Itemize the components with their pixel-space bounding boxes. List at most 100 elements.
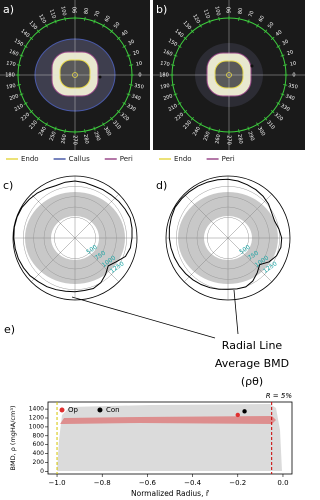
legend-label: Endo <box>21 155 39 163</box>
angle-tick <box>264 29 268 34</box>
angle-label: 170 <box>6 60 16 68</box>
angle-label: 230 <box>28 120 39 131</box>
angle-label: 270 <box>226 135 232 145</box>
y-axis-title: BMD, ρ (mgHA/cm³) <box>9 406 17 471</box>
angle-label: 210 <box>13 103 24 113</box>
angle-label: 130 <box>27 20 38 31</box>
angle-label: 120 <box>191 13 201 24</box>
angle-tick <box>129 64 134 66</box>
angle-label: 220 <box>174 112 185 123</box>
angle-tick <box>183 110 188 114</box>
angle-label: 260 <box>60 134 68 144</box>
y-tick-label: 200 <box>33 459 45 466</box>
angle-tick <box>29 36 34 40</box>
angle-label: 90 <box>73 7 79 13</box>
angle-label: 80 <box>237 7 244 14</box>
angle-label: 340 <box>284 93 295 102</box>
annotation: Average BMD <box>215 357 289 370</box>
angle-tick <box>170 84 175 86</box>
angle-tick <box>122 45 127 48</box>
legend-label: Op <box>68 406 79 414</box>
angle-tick <box>84 16 86 21</box>
angle-tick <box>199 122 202 127</box>
angle-tick <box>270 36 275 40</box>
angle-tick <box>64 16 66 21</box>
bmd-profile <box>13 180 133 293</box>
x-tick-label: −0.6 <box>139 479 157 487</box>
radial-grid <box>186 196 270 280</box>
angle-label: 110 <box>48 9 57 20</box>
angle-label: 10 <box>135 61 142 68</box>
angle-label: 70 <box>248 10 256 18</box>
angle-tick <box>256 122 259 127</box>
angle-label: 250 <box>49 131 58 142</box>
ct-image-a <box>0 0 150 150</box>
angle-label: 130 <box>181 20 192 31</box>
radial-grid <box>54 217 96 259</box>
angle-tick <box>36 29 40 34</box>
angle-tick <box>208 126 211 131</box>
angle-tick <box>129 84 134 86</box>
radial-grid <box>207 217 249 259</box>
angle-label: 280 <box>236 134 244 144</box>
angle-tick <box>190 29 194 34</box>
y-tick-label: 600 <box>33 441 45 448</box>
y-tick-label: 800 <box>33 432 45 439</box>
angle-label: 210 <box>167 103 178 113</box>
angle-tick <box>116 36 121 40</box>
x-axis-title: Normalized Radius, r̄ <box>131 489 210 498</box>
x-tick-label: −1.0 <box>49 479 66 487</box>
radial-grid <box>43 206 107 270</box>
angle-tick <box>126 54 131 57</box>
angle-tick <box>276 102 281 105</box>
angle-tick <box>84 129 86 134</box>
angle-tick <box>247 19 250 24</box>
angle-label: 260 <box>214 134 222 144</box>
angle-label: 50 <box>113 21 122 30</box>
angle-label: 310 <box>265 120 276 131</box>
angle-label: 320 <box>119 112 130 123</box>
angle-tick <box>122 102 127 105</box>
angle-tick <box>190 116 194 121</box>
angle-tick <box>183 36 188 40</box>
angle-tick <box>19 93 24 96</box>
angle-label: 50 <box>267 21 276 30</box>
angle-label: 350 <box>288 83 298 91</box>
bmd-profile <box>168 178 283 290</box>
legend-label: Peri <box>222 155 235 163</box>
angle-label: 160 <box>8 49 19 58</box>
angle-label: 200 <box>9 93 20 102</box>
gray-band <box>178 192 278 284</box>
angle-label: 170 <box>160 60 170 68</box>
data-cloud <box>57 404 282 471</box>
angle-tick <box>19 54 24 57</box>
angle-tick <box>238 16 240 21</box>
angle-label: 70 <box>94 10 102 18</box>
angle-label: 200 <box>163 93 174 102</box>
angle-label: 0 <box>292 73 295 79</box>
angle-tick <box>199 23 202 28</box>
angle-label: 310 <box>111 120 122 131</box>
data-cloud-op <box>60 416 276 424</box>
angle-label: 140 <box>173 28 184 39</box>
panel-label: c) <box>3 179 13 192</box>
panel-label: e) <box>4 323 15 336</box>
angle-tick <box>93 19 96 24</box>
legend-label: Endo <box>174 155 192 163</box>
angle-tick <box>45 122 48 127</box>
angle-tick <box>45 23 48 28</box>
angle-label: 30 <box>281 39 290 47</box>
angle-tick <box>270 110 275 114</box>
angle-tick <box>173 54 178 57</box>
plot-frame <box>47 401 293 475</box>
panel-label: d) <box>156 179 167 192</box>
angle-label: 300 <box>102 126 112 137</box>
angle-label: 240 <box>192 126 202 137</box>
x-tick-label: −0.4 <box>184 479 202 487</box>
angle-tick <box>247 126 250 131</box>
angle-tick <box>16 64 21 66</box>
angle-tick <box>177 45 182 48</box>
angle-label: 20 <box>132 49 140 57</box>
angle-label: 40 <box>121 29 130 38</box>
arrow <box>71 296 216 339</box>
